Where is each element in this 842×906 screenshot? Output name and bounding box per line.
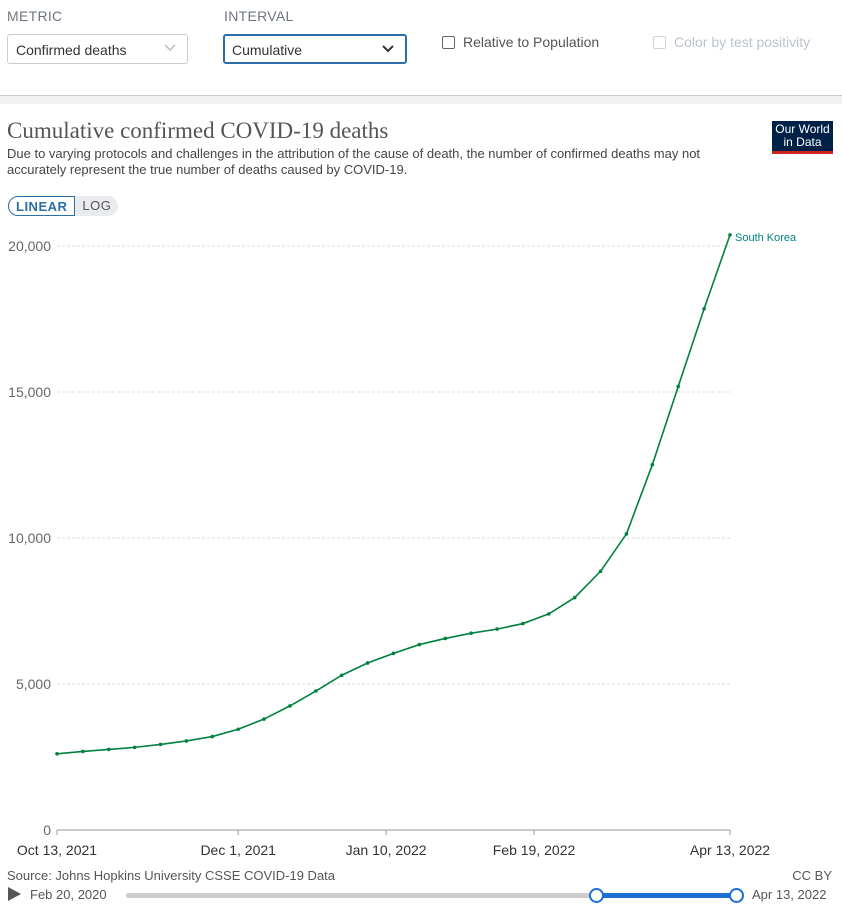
y-tick-label: 10,000 bbox=[8, 530, 51, 546]
data-point bbox=[495, 627, 499, 631]
color-by-test-positivity-checkbox: Color by test positivity bbox=[653, 34, 810, 50]
logo-text: Our World in Data bbox=[775, 122, 830, 149]
divider bbox=[0, 96, 842, 104]
color-by-test-positivity-label: Color by test positivity bbox=[674, 34, 811, 50]
y-tick-label: 20,000 bbox=[8, 238, 51, 254]
line-chart: 0 5,000 10,000 15,000 20,000 Oct 13, 2021 Dec… bbox=[8, 232, 797, 858]
data-point bbox=[417, 642, 422, 647]
timeline-start-label: Feb 20, 2020 bbox=[30, 887, 107, 902]
timeline-selected-range bbox=[595, 893, 736, 898]
series-label: South Korea bbox=[735, 232, 797, 244]
source-note[interactable]: Source: Johns Hopkins University CSSE CO… bbox=[7, 868, 336, 883]
data-point bbox=[339, 673, 344, 678]
relative-to-population-checkbox[interactable]: Relative to Population bbox=[442, 34, 599, 50]
timeline-track[interactable] bbox=[126, 888, 744, 903]
y-tick-label: 15,000 bbox=[8, 384, 51, 400]
data-point bbox=[702, 306, 706, 311]
data-point bbox=[521, 621, 525, 626]
chevron-down-icon bbox=[382, 45, 394, 53]
x-axis: Oct 13, 2021 Dec 1, 2021 Jan 10, 2022 Feb 1… bbox=[17, 829, 770, 858]
scale-toggle: LINEAR LOG bbox=[8, 196, 119, 216]
data-point bbox=[106, 747, 111, 752]
data-point bbox=[81, 749, 85, 754]
x-tick-label: Dec 1, 2021 bbox=[200, 842, 276, 858]
x-tick-label: Feb 19, 2022 bbox=[493, 842, 576, 858]
y-axis: 0 5,000 10,000 15,000 20,000 bbox=[8, 238, 51, 838]
data-point bbox=[443, 636, 448, 641]
data-point bbox=[262, 717, 266, 721]
timeline-end-handle[interactable] bbox=[729, 888, 744, 903]
y-tick-label: 5,000 bbox=[16, 676, 51, 692]
data-point bbox=[598, 569, 603, 574]
y-tick-label: 0 bbox=[43, 822, 51, 838]
timeline-start-handle[interactable] bbox=[588, 888, 604, 903]
data-point bbox=[55, 751, 59, 756]
data-point bbox=[676, 384, 681, 389]
chart-subtitle: Due to varying protocols and challenges … bbox=[7, 146, 701, 177]
data-point bbox=[158, 742, 163, 747]
relative-to-population-label: Relative to Population bbox=[463, 34, 600, 50]
plot-area: South Korea bbox=[55, 232, 797, 756]
data-point bbox=[547, 612, 551, 616]
timeline-end-label: Apr 13, 2022 bbox=[752, 887, 827, 902]
data-point bbox=[391, 651, 396, 656]
metric-select[interactable]: Confirmed deaths bbox=[7, 34, 188, 64]
x-tick-label: Apr 13, 2022 bbox=[690, 842, 770, 858]
metric-select-value: Confirmed deaths bbox=[16, 42, 127, 58]
data-point bbox=[210, 734, 215, 739]
license-link[interactable]: CC BY bbox=[792, 868, 832, 883]
timeline: Feb 20, 2020 Apr 13, 2022 bbox=[0, 884, 842, 906]
data-point bbox=[469, 631, 473, 635]
owid-logo[interactable]: Our World in Data bbox=[772, 121, 833, 154]
data-point bbox=[365, 661, 370, 665]
log-scale-button[interactable]: LOG bbox=[75, 196, 119, 216]
data-point bbox=[132, 745, 137, 750]
data-point bbox=[288, 704, 292, 708]
chart-title: Cumulative confirmed COVID-19 deaths bbox=[7, 118, 389, 143]
play-icon[interactable] bbox=[8, 887, 21, 901]
chevron-down-icon bbox=[164, 44, 176, 52]
series-line bbox=[56, 234, 731, 755]
x-tick-label: Oct 13, 2021 bbox=[17, 842, 97, 858]
interval-select[interactable]: Cumulative bbox=[223, 34, 407, 64]
checkbox-box bbox=[653, 35, 666, 49]
data-point bbox=[728, 233, 732, 237]
data-point bbox=[572, 595, 577, 600]
grid-lines bbox=[57, 245, 730, 685]
interval-select-value: Cumulative bbox=[232, 42, 303, 58]
data-point bbox=[236, 727, 240, 732]
x-tick-label: Jan 10, 2022 bbox=[346, 842, 427, 858]
interval-label: INTERVAL bbox=[224, 8, 294, 24]
data-point bbox=[650, 462, 655, 467]
checkbox-box[interactable] bbox=[442, 35, 455, 49]
metric-label: METRIC bbox=[7, 8, 63, 24]
data-point bbox=[624, 532, 629, 536]
data-point bbox=[314, 689, 318, 693]
linear-scale-button[interactable]: LINEAR bbox=[8, 196, 76, 216]
controls-bar: METRIC Confirmed deaths INTERVAL Cumulat… bbox=[0, 0, 842, 96]
data-point bbox=[184, 739, 189, 743]
